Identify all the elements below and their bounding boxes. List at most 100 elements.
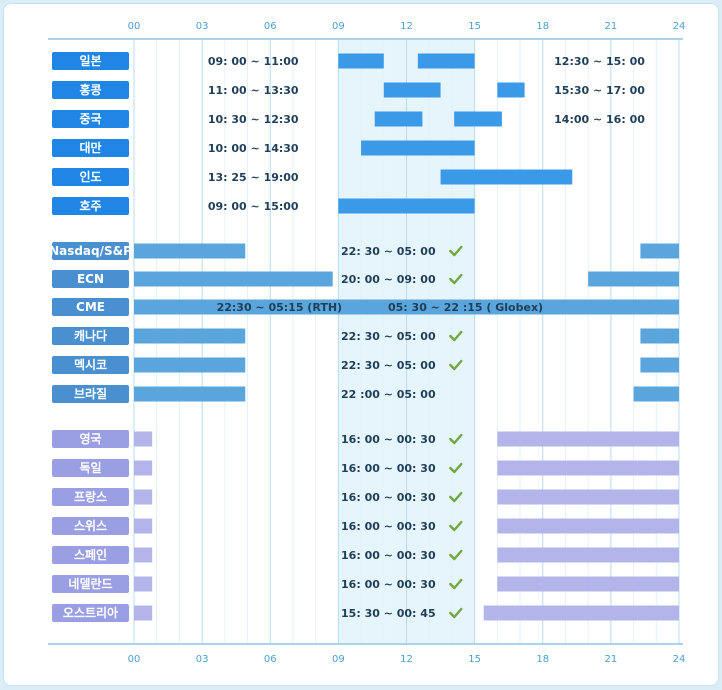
market-label[interactable]: 오스트리아 bbox=[63, 605, 118, 620]
session-time-text: 13: 25 ~ 19:00 bbox=[208, 171, 299, 184]
x-tick-label-top: 24 bbox=[673, 21, 686, 32]
session-time-text: 22: 30 ~ 05: 00 bbox=[341, 330, 436, 343]
market-label[interactable]: 홍콩 bbox=[79, 82, 101, 97]
x-tick-label-top: 21 bbox=[605, 21, 618, 32]
session-bar bbox=[134, 431, 153, 447]
session-bar bbox=[374, 111, 423, 127]
check-icon bbox=[449, 491, 463, 503]
market-label[interactable]: 캐나다 bbox=[74, 328, 107, 343]
session-bar bbox=[134, 605, 153, 621]
market-label[interactable]: ECN bbox=[77, 272, 104, 286]
check-icon bbox=[449, 520, 463, 532]
market-label[interactable]: 프랑스 bbox=[74, 490, 107, 504]
session-time-text: 09: 00 ~ 15:00 bbox=[208, 200, 299, 213]
market-label-box[interactable] bbox=[52, 168, 129, 186]
market-label[interactable]: 대만 bbox=[79, 140, 101, 155]
market-label[interactable]: 브라질 bbox=[74, 386, 107, 401]
session-time-text: 14:00 ~ 16: 00 bbox=[554, 113, 645, 126]
market-hours-panel: 00 00 03 03 06 06 09 09 12 12 15 15 18 18 21 21 24 24 일본 09… bbox=[3, 3, 719, 686]
session-time-text: 16: 00 ~ 00: 30 bbox=[341, 578, 436, 591]
market-label[interactable]: 독일 bbox=[79, 461, 101, 475]
market-label-box[interactable] bbox=[52, 81, 129, 99]
check-icon bbox=[449, 462, 463, 474]
session-bar bbox=[134, 357, 246, 373]
x-tick-label-bottom: 00 bbox=[128, 654, 141, 665]
market-label-box[interactable] bbox=[52, 546, 129, 564]
x-tick-label-bottom: 24 bbox=[673, 654, 686, 665]
x-tick-label-bottom: 06 bbox=[264, 654, 277, 665]
market-label-box[interactable] bbox=[52, 430, 129, 448]
session-bar bbox=[134, 328, 246, 344]
check-icon bbox=[449, 549, 463, 561]
session-bar bbox=[134, 489, 153, 505]
session-time-text: 16: 00 ~ 00: 30 bbox=[341, 549, 436, 562]
market-label-box[interactable] bbox=[52, 298, 129, 316]
market-label-box[interactable] bbox=[52, 459, 129, 477]
session-bar bbox=[134, 576, 153, 592]
market-label[interactable]: 스위스 bbox=[74, 519, 107, 533]
check-icon bbox=[449, 245, 463, 257]
market-label-box[interactable] bbox=[52, 356, 129, 374]
market-label[interactable]: 인도 bbox=[79, 169, 101, 184]
session-time-text: 05: 30 ~ 22 :15 ( Globex) bbox=[388, 301, 543, 314]
x-tick-label-top: 12 bbox=[400, 21, 413, 32]
x-tick-label-top: 03 bbox=[196, 21, 209, 32]
market-label-box[interactable] bbox=[52, 488, 129, 506]
session-bar bbox=[383, 82, 441, 98]
session-bar bbox=[134, 547, 153, 563]
check-icon bbox=[449, 330, 463, 342]
session-bar bbox=[497, 576, 679, 592]
check-icon bbox=[449, 273, 463, 285]
market-label-box[interactable] bbox=[52, 270, 129, 288]
session-bar bbox=[134, 386, 246, 402]
session-bar bbox=[497, 460, 679, 476]
session-time-text: 15:30 ~ 17: 00 bbox=[554, 84, 645, 97]
market-label[interactable]: 영국 bbox=[79, 431, 101, 446]
check-icon bbox=[449, 433, 463, 445]
session-bar bbox=[633, 386, 679, 402]
market-label-box[interactable] bbox=[52, 52, 129, 70]
session-bar bbox=[417, 53, 475, 69]
check-icon bbox=[449, 359, 463, 371]
market-label[interactable]: Nasdaq/S&P bbox=[49, 244, 132, 258]
session-bar bbox=[338, 53, 384, 69]
market-label-box[interactable] bbox=[52, 327, 129, 345]
market-label[interactable]: CME bbox=[76, 300, 105, 314]
market-label-box[interactable] bbox=[52, 385, 129, 403]
market-label[interactable]: 중국 bbox=[79, 112, 101, 126]
market-label-box[interactable] bbox=[52, 517, 129, 535]
session-time-text: 12:30 ~ 15: 00 bbox=[554, 55, 645, 68]
x-tick-label-bottom: 09 bbox=[332, 654, 345, 665]
x-tick-label-top: 18 bbox=[536, 21, 549, 32]
market-label-box[interactable] bbox=[52, 604, 129, 622]
market-label[interactable]: 호주 bbox=[79, 199, 101, 213]
session-bar bbox=[454, 111, 502, 127]
market-label[interactable]: 스페인 bbox=[74, 547, 107, 562]
session-bar bbox=[497, 431, 679, 447]
x-tick-label-bottom: 15 bbox=[468, 654, 481, 665]
session-time-text: 16: 00 ~ 00: 30 bbox=[341, 491, 436, 504]
session-bar bbox=[338, 198, 475, 214]
session-bar bbox=[588, 271, 679, 287]
market-label-box[interactable] bbox=[52, 242, 129, 260]
market-label[interactable]: 일본 bbox=[79, 54, 101, 68]
session-bar bbox=[134, 271, 333, 287]
session-bar bbox=[497, 489, 679, 505]
session-bar bbox=[440, 169, 573, 185]
market-label-box[interactable] bbox=[52, 110, 129, 128]
market-label-box[interactable] bbox=[52, 139, 129, 157]
market-label-box[interactable] bbox=[52, 575, 129, 593]
market-label[interactable]: 네델란드 bbox=[68, 576, 112, 591]
check-icon bbox=[449, 578, 463, 590]
x-tick-label-top: 00 bbox=[128, 21, 141, 32]
x-tick-label-top: 15 bbox=[468, 21, 481, 32]
market-label-box[interactable] bbox=[52, 197, 129, 215]
session-time-text: 20: 00 ~ 09: 00 bbox=[341, 273, 436, 286]
session-bar bbox=[134, 299, 679, 315]
check-icon bbox=[449, 607, 463, 619]
session-bar bbox=[361, 140, 475, 156]
market-label[interactable]: 멕시코 bbox=[74, 357, 107, 372]
session-bar bbox=[640, 328, 679, 344]
session-bar bbox=[640, 243, 679, 259]
session-time-text: 22 :00 ~ 05: 00 bbox=[341, 388, 436, 401]
